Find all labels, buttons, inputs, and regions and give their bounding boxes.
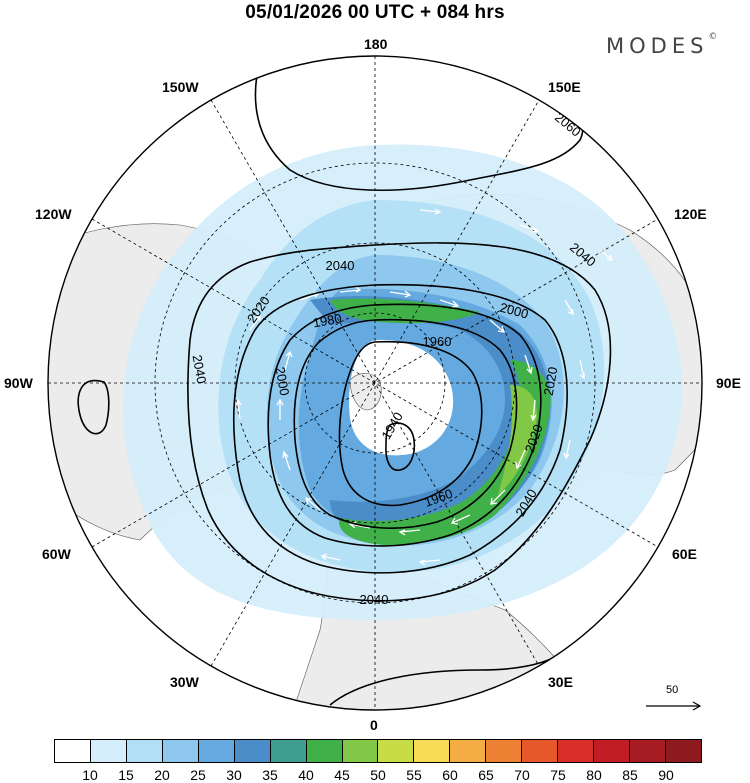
contour-2020 [232,283,568,574]
colorbar-tick-label: 85 [622,767,638,783]
wind-band-45 [498,385,537,495]
lon-label-30w: 30W [170,674,199,690]
colorbar-tick-label: 35 [262,767,278,783]
contour-label: 2040 [326,258,355,273]
lon-label-60w: 60W [42,546,71,562]
contour-label: 1960 [423,334,452,349]
contour-label: 1980 [312,311,343,331]
vector-reference-label: 50 [666,684,679,696]
colorbar-swatch [665,740,701,762]
colorbar-swatch [414,740,451,762]
chart-title: 05/01/2026 00 UTC + 084 hrs [245,2,505,23]
colorbar-tick-label: 55 [406,767,422,783]
lon-label-0: 0 [370,717,378,733]
colorbar-tick-label: 45 [334,767,350,783]
colorbar-tick-label: 25 [190,767,206,783]
colorbar-swatch [306,740,343,762]
colorbar-swatch [486,740,523,762]
contour-2040-outer [187,242,612,602]
lon-label-90e: 90E [716,375,741,391]
vector-reference-arrow [646,701,702,711]
contour-1960 [338,340,483,507]
colorbar-tick-label: 65 [478,767,494,783]
colorbar [54,739,702,763]
contour-1940 [385,422,416,471]
brand-copyright-mark: © [708,32,718,42]
colorbar-swatch [594,740,630,762]
colorbar-swatch [270,740,307,762]
lon-label-150w: 150W [162,79,199,95]
contour-label: 2040 [190,354,210,385]
wind-vectors [235,208,613,566]
lon-label-90w: 90W [4,375,33,391]
colorbar-swatch [90,740,127,762]
lon-label-120e: 120E [674,206,707,222]
modes-logo: MODES© [606,32,718,58]
map-border [47,55,703,711]
colorbar-tick-label: 75 [550,767,566,783]
brand-name: MODES [606,34,709,58]
contour-label: 2020 [541,366,561,397]
contour-1980 [293,318,518,529]
lon-label-180: 180 [364,36,388,52]
colorbar-tick-label: 20 [154,767,170,783]
wind-band-40 [330,298,551,545]
lon-label-30e: 30E [548,674,573,690]
colorbar-tick-label: 10 [82,767,98,783]
colorbar-swatch [234,740,271,762]
lon-label-150e: 150E [548,79,581,95]
contour-label: 2000 [498,300,530,322]
contour-label: 2000 [273,366,293,397]
colorbar-tick-label: 40 [298,767,314,783]
colorbar-swatch [378,740,415,762]
colorbar-tick-label: 70 [514,767,530,783]
graticule [48,56,702,710]
colorbar-swatch [198,740,235,762]
colorbar-swatch [126,740,163,762]
colorbar-tick-label: 15 [118,767,134,783]
colorbar-tick-label: 60 [442,767,458,783]
contour-2000 [267,303,542,547]
colorbar-swatch [522,740,559,762]
colorbar-tick-label: 30 [226,767,242,783]
colorbar-tick-label: 90 [658,767,674,783]
colorbar-swatch [162,740,199,762]
contour-label: 2040 [360,592,389,607]
colorbar-swatch [342,740,379,762]
colorbar-swatch [558,740,595,762]
contour-2040-west [77,379,110,435]
lon-label-120w: 120W [35,206,72,222]
wind-speed-shading [123,144,683,620]
colorbar-swatch [55,740,91,762]
colorbar-tick-label: 80 [586,767,602,783]
colorbar-tick-label: 50 [370,767,386,783]
colorbar-swatch [450,740,487,762]
wind-band-35 [310,296,550,537]
colorbar-swatch [630,740,666,762]
lon-label-60e: 60E [672,546,697,562]
